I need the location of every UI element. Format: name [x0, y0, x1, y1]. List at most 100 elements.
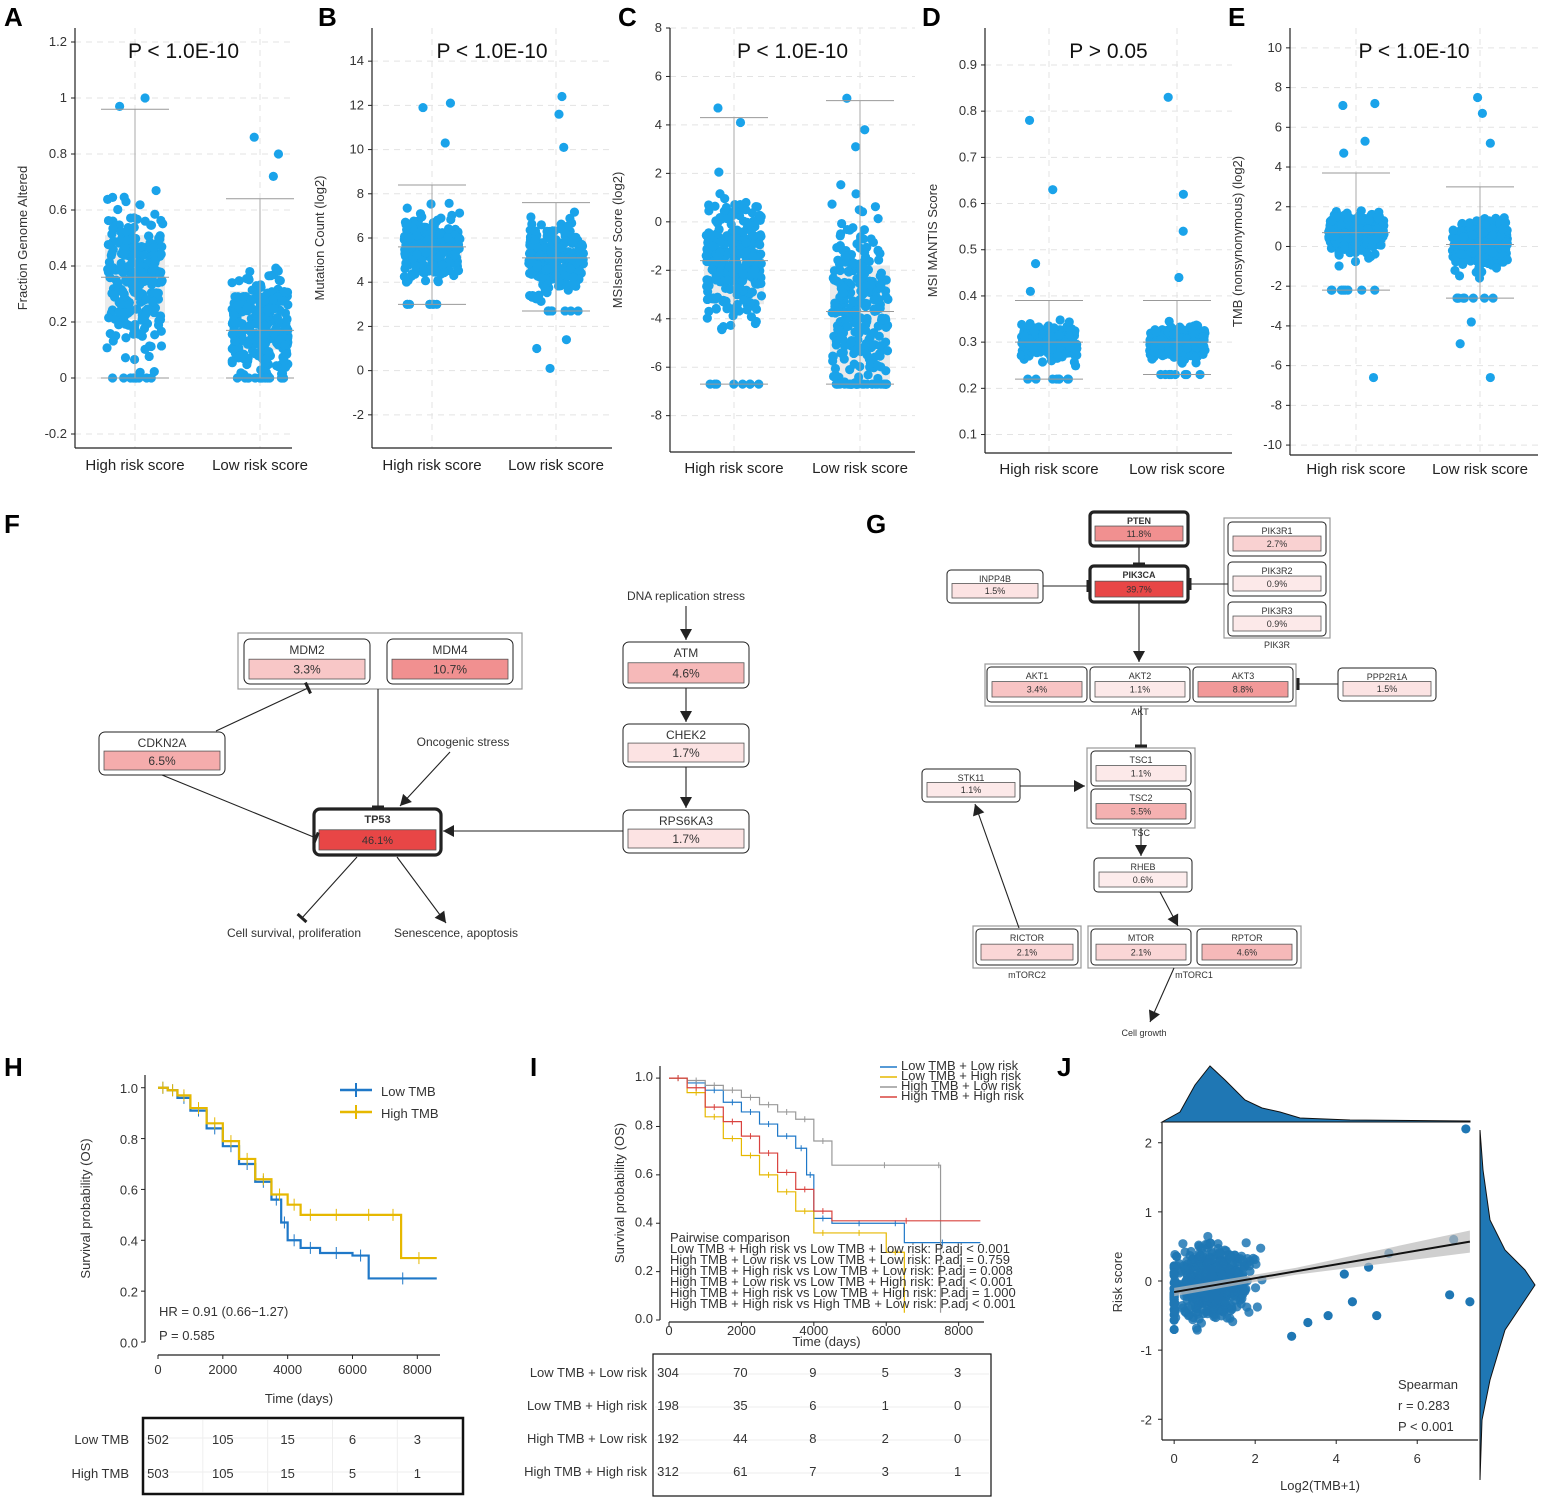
alteration-value: 2.1%	[1017, 948, 1038, 958]
data-point	[1196, 338, 1206, 349]
data-point	[574, 256, 584, 266]
gene-ppp2r1a: PPP2R1A 1.5%	[1337, 667, 1437, 702]
x-category-label: Low risk score	[1432, 461, 1528, 478]
pairwise-comparison-text: High TMB + High risk vs Low TMB + Low ri…	[670, 1263, 1013, 1278]
data-point	[1184, 1264, 1195, 1274]
data-point	[1364, 215, 1374, 225]
gene-rictor: RICTOR 2.1%	[975, 928, 1079, 966]
data-point	[1344, 212, 1354, 222]
data-point	[1207, 1255, 1217, 1265]
x-tick-label: 2000	[727, 1323, 756, 1338]
data-point	[565, 264, 575, 274]
edge	[974, 803, 1020, 929]
y-density	[1479, 1129, 1536, 1481]
data-point	[103, 239, 113, 250]
gene-chek2: CHEK2 1.7%	[622, 723, 750, 768]
inhibition-edge	[161, 774, 317, 839]
data-point	[560, 228, 570, 238]
data-point	[243, 302, 253, 312]
x-category-label: High risk score	[684, 460, 783, 477]
data-point	[1327, 216, 1337, 226]
data-point	[133, 280, 143, 291]
risk-table-row-label: High TMB + High risk	[524, 1464, 647, 1479]
data-point	[715, 212, 725, 223]
data-point	[526, 212, 536, 222]
data-point	[701, 251, 711, 261]
data-point	[252, 289, 262, 300]
data-point	[537, 273, 547, 283]
gene-box-frame	[1089, 666, 1191, 703]
data-point	[716, 323, 727, 334]
gene-name: TSC2	[1129, 793, 1152, 803]
risk-table-value: 8	[809, 1431, 816, 1446]
risk-table-value: 6	[809, 1398, 816, 1413]
arrow-head	[1167, 913, 1179, 926]
risk-table-value: 3	[882, 1464, 889, 1479]
data-point	[238, 291, 249, 302]
risk-table-frame	[652, 1353, 992, 1497]
data-point	[1225, 1313, 1235, 1323]
data-point	[1169, 1324, 1179, 1335]
y-tick-label: -8	[1270, 397, 1282, 412]
data-point	[122, 319, 132, 329]
x-category-label: Low risk score	[812, 460, 908, 477]
data-point	[755, 240, 765, 250]
data-point	[839, 354, 849, 364]
data-point	[540, 283, 550, 293]
data-point	[563, 221, 573, 231]
alteration-value: 1.1%	[961, 785, 982, 795]
alteration-bar	[1342, 681, 1432, 697]
alteration-bar	[627, 828, 745, 849]
inhibition-edge	[215, 687, 309, 732]
gene-name: TSC1	[1129, 755, 1152, 765]
gene-name: RHEB	[1130, 862, 1155, 872]
data-point	[1164, 316, 1174, 326]
note-text: Cell survival, proliferation	[227, 926, 361, 940]
data-point	[137, 331, 147, 341]
risk-table-frame	[141, 1416, 465, 1496]
data-point	[1017, 338, 1027, 348]
gene-name: PIK3R1	[1261, 526, 1292, 536]
alteration-bar	[391, 658, 509, 680]
risk-table-value: 502	[147, 1432, 169, 1447]
arrow-head	[1133, 651, 1145, 662]
data-point	[725, 261, 735, 271]
data-point	[121, 196, 131, 207]
y-tick-label: -4	[650, 311, 662, 326]
data-point	[1356, 215, 1366, 226]
gene-name: AKT3	[1232, 671, 1255, 681]
gene-name: RICTOR	[1010, 933, 1045, 943]
data-point	[146, 341, 156, 352]
data-point	[282, 314, 292, 324]
data-point	[1362, 224, 1373, 234]
data-point	[707, 264, 717, 275]
risk-table-value: 304	[657, 1365, 679, 1380]
alteration-value: 3.4%	[1027, 685, 1048, 695]
y-axis-label: Survival probability (OS)	[78, 1138, 93, 1278]
data-point	[269, 304, 279, 314]
data-point	[279, 286, 289, 297]
data-point	[728, 311, 738, 321]
panel-E: -10 -8 -6 -4 -2 0 2 4 6 8 10 P < 1.0E-10 TMB (nonsyn…	[1230, 28, 1538, 478]
data-point	[1025, 286, 1035, 296]
x-category-label: High risk score	[382, 457, 481, 474]
data-point	[1237, 1293, 1247, 1304]
gene-akt3: AKT3 8.8%	[1192, 666, 1294, 703]
gene-name: AKT2	[1129, 671, 1152, 681]
data-point	[251, 317, 262, 328]
y-tick-label: 0.2	[635, 1263, 653, 1278]
y-tick-label: 10	[350, 142, 364, 157]
x-axis-label: Time (days)	[265, 1391, 333, 1406]
data-point	[107, 248, 117, 258]
data-point	[751, 304, 762, 314]
data-point	[728, 268, 738, 278]
gene-box-frame	[1196, 928, 1298, 966]
correlation-text: r = 0.283	[1398, 1398, 1450, 1413]
x-tick-label: 4000	[273, 1362, 302, 1377]
x-category-label: High risk score	[1306, 461, 1405, 478]
data-point	[1024, 338, 1034, 349]
data-point	[435, 228, 445, 239]
data-point	[118, 268, 128, 278]
data-point	[856, 234, 866, 244]
